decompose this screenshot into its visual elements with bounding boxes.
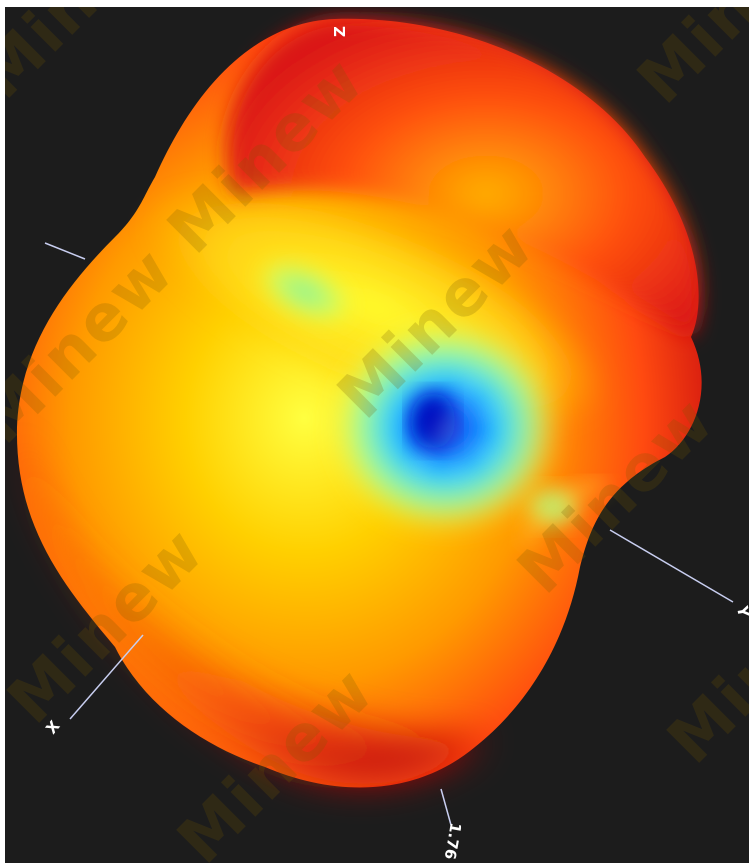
- y-plus-axis-line: [609, 529, 734, 603]
- z-axis-label: Z: [331, 26, 349, 37]
- 3d-viewport[interactable]: Z Y X 1.76 Minew Minew Minew Minew Minew…: [5, 7, 749, 863]
- y-minus-axis-line: [44, 242, 86, 260]
- y-axis-label: Y: [733, 604, 749, 620]
- radiation-pattern-surface: [16, 18, 702, 788]
- watermark-text: Minew: [624, 7, 749, 118]
- watermark-text: Minew: [654, 554, 749, 779]
- scale-axis-line: [440, 788, 452, 826]
- scale-label: 1.76: [441, 821, 465, 861]
- x-plus-axis-line: [69, 634, 144, 720]
- watermark-text: Minew: [5, 7, 189, 113]
- radiation-pattern-plot: Z Y X 1.76 Minew Minew Minew Minew Minew…: [5, 7, 749, 863]
